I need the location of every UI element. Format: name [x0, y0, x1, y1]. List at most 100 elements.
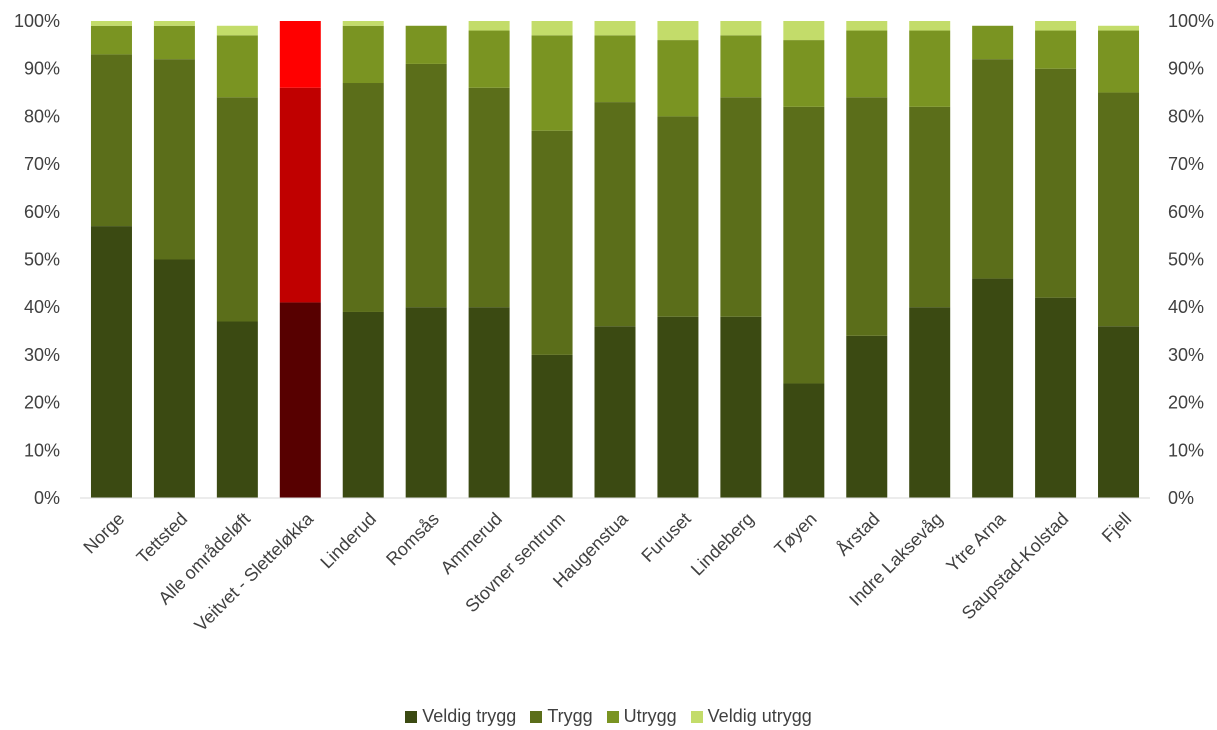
x-tick-label: Romsås — [382, 509, 443, 570]
bar-segment — [972, 59, 1014, 279]
y-tick-label-left: 10% — [24, 440, 60, 460]
bar-segment — [1035, 68, 1077, 298]
bar-segment — [972, 278, 1014, 498]
bar-segment — [531, 354, 573, 498]
bar-segment — [279, 21, 321, 88]
bar-segment — [279, 87, 321, 303]
bar-segment — [720, 97, 762, 317]
y-tick-label-right: 0% — [1168, 488, 1194, 508]
bar-segment — [1098, 25, 1140, 31]
y-tick-label-right: 100% — [1168, 11, 1214, 31]
y-tick-label-left: 20% — [24, 393, 60, 413]
bar-segment — [594, 35, 636, 103]
chart-canvas: 0% 0% 10% 10% 20% 20% 30% 30% 40% 40% 50% 50% 60% 60%… — [14, 11, 1214, 635]
bar-segment — [594, 326, 636, 498]
y-tick-label-right: 80% — [1168, 106, 1204, 126]
bar-segment — [657, 116, 699, 317]
bar-segment — [909, 21, 951, 31]
y-tick-label-left: 0% — [34, 488, 60, 508]
bar-segment — [216, 25, 258, 36]
bar-segment — [468, 307, 510, 498]
legend-label: Veldig trygg — [422, 706, 517, 726]
y-tick-label-right: 20% — [1168, 393, 1204, 413]
legend-label: Veldig utrygg — [707, 706, 812, 726]
bar-segment — [531, 21, 573, 36]
bar-segment — [1035, 21, 1077, 31]
legend-item-utrygg: Utrygg — [606, 706, 677, 727]
bar-segment — [405, 63, 447, 308]
y-tick-label-right: 40% — [1168, 297, 1204, 317]
y-tick-label-right: 50% — [1168, 250, 1204, 270]
bar-segment — [1035, 297, 1077, 498]
y-tick-label-right: 60% — [1168, 202, 1204, 222]
bar-segment — [279, 302, 321, 498]
x-tick-label: Saupstad-Kolstad — [958, 509, 1073, 624]
bar-segment — [405, 307, 447, 498]
bar-segment — [342, 83, 384, 312]
legend-swatch — [405, 710, 418, 723]
x-tick-label: Veitvet - Sletteløkka — [190, 508, 317, 635]
bar-segment — [657, 21, 699, 41]
legend-swatch — [530, 710, 543, 723]
y-tick-label-right: 30% — [1168, 345, 1204, 365]
y-tick-label-right: 70% — [1168, 154, 1204, 174]
bar-segment — [90, 21, 132, 26]
y-tick-label-right: 90% — [1168, 59, 1204, 79]
bar-segment — [405, 25, 447, 64]
bar-segment — [783, 40, 825, 107]
x-tick-label: Fjell — [1098, 509, 1135, 546]
bar-segment — [216, 97, 258, 322]
bar-segment — [153, 59, 195, 260]
bar-segment — [1098, 92, 1140, 327]
y-tick-label-left: 50% — [24, 250, 60, 270]
x-tick-label: Furuset — [637, 509, 694, 566]
legend-item-trygg: Trygg — [530, 706, 593, 727]
bar-segment — [216, 35, 258, 98]
bar-segment — [594, 102, 636, 327]
bar-segment — [531, 130, 573, 355]
x-tick-label: Tøyen — [770, 509, 820, 559]
bar-segment — [342, 25, 384, 84]
legend-swatch — [606, 710, 619, 723]
x-tick-label: Lindeberg — [687, 509, 758, 580]
bar-segment — [1098, 326, 1140, 498]
legend-swatch — [690, 710, 703, 723]
bar-segment — [342, 311, 384, 498]
legend: Veldig trygg Trygg Utrygg Veldig utrygg — [0, 706, 1217, 727]
bar-segment — [720, 21, 762, 36]
bar-segment — [846, 21, 888, 31]
bar-segment — [90, 25, 132, 55]
bar-segment — [594, 21, 636, 36]
legend-label: Utrygg — [623, 706, 677, 726]
y-tick-label-left: 60% — [24, 202, 60, 222]
bar-segment — [531, 35, 573, 131]
y-tick-label-left: 90% — [24, 59, 60, 79]
y-tick-label-left: 70% — [24, 154, 60, 174]
bar-segment — [783, 106, 825, 384]
y-tick-label-right: 10% — [1168, 440, 1204, 460]
bar-segment — [90, 54, 132, 227]
legend-item-veldig-trygg: Veldig trygg — [405, 706, 516, 727]
bar-segment — [153, 21, 195, 26]
bar-segment — [909, 30, 951, 107]
legend-item-veldig-utrygg: Veldig utrygg — [690, 706, 812, 727]
legend-label: Trygg — [547, 706, 593, 726]
bar-segment — [657, 316, 699, 498]
bar-segment — [1035, 30, 1077, 69]
bar-segment — [972, 25, 1014, 60]
bar-segment — [783, 383, 825, 498]
bar-segment — [657, 40, 699, 117]
bar-segment — [909, 307, 951, 498]
bar-segment — [468, 30, 510, 88]
bar-segment — [720, 35, 762, 98]
bar-segment — [153, 25, 195, 60]
bar-segment — [468, 87, 510, 308]
bar-segment — [153, 259, 195, 498]
bar-segment — [720, 316, 762, 498]
y-tick-label-left: 80% — [24, 106, 60, 126]
x-tick-label: Årstad — [833, 509, 884, 560]
bar-segment — [90, 226, 132, 499]
bar-segment — [846, 97, 888, 336]
x-tick-label: Norge — [79, 509, 128, 558]
